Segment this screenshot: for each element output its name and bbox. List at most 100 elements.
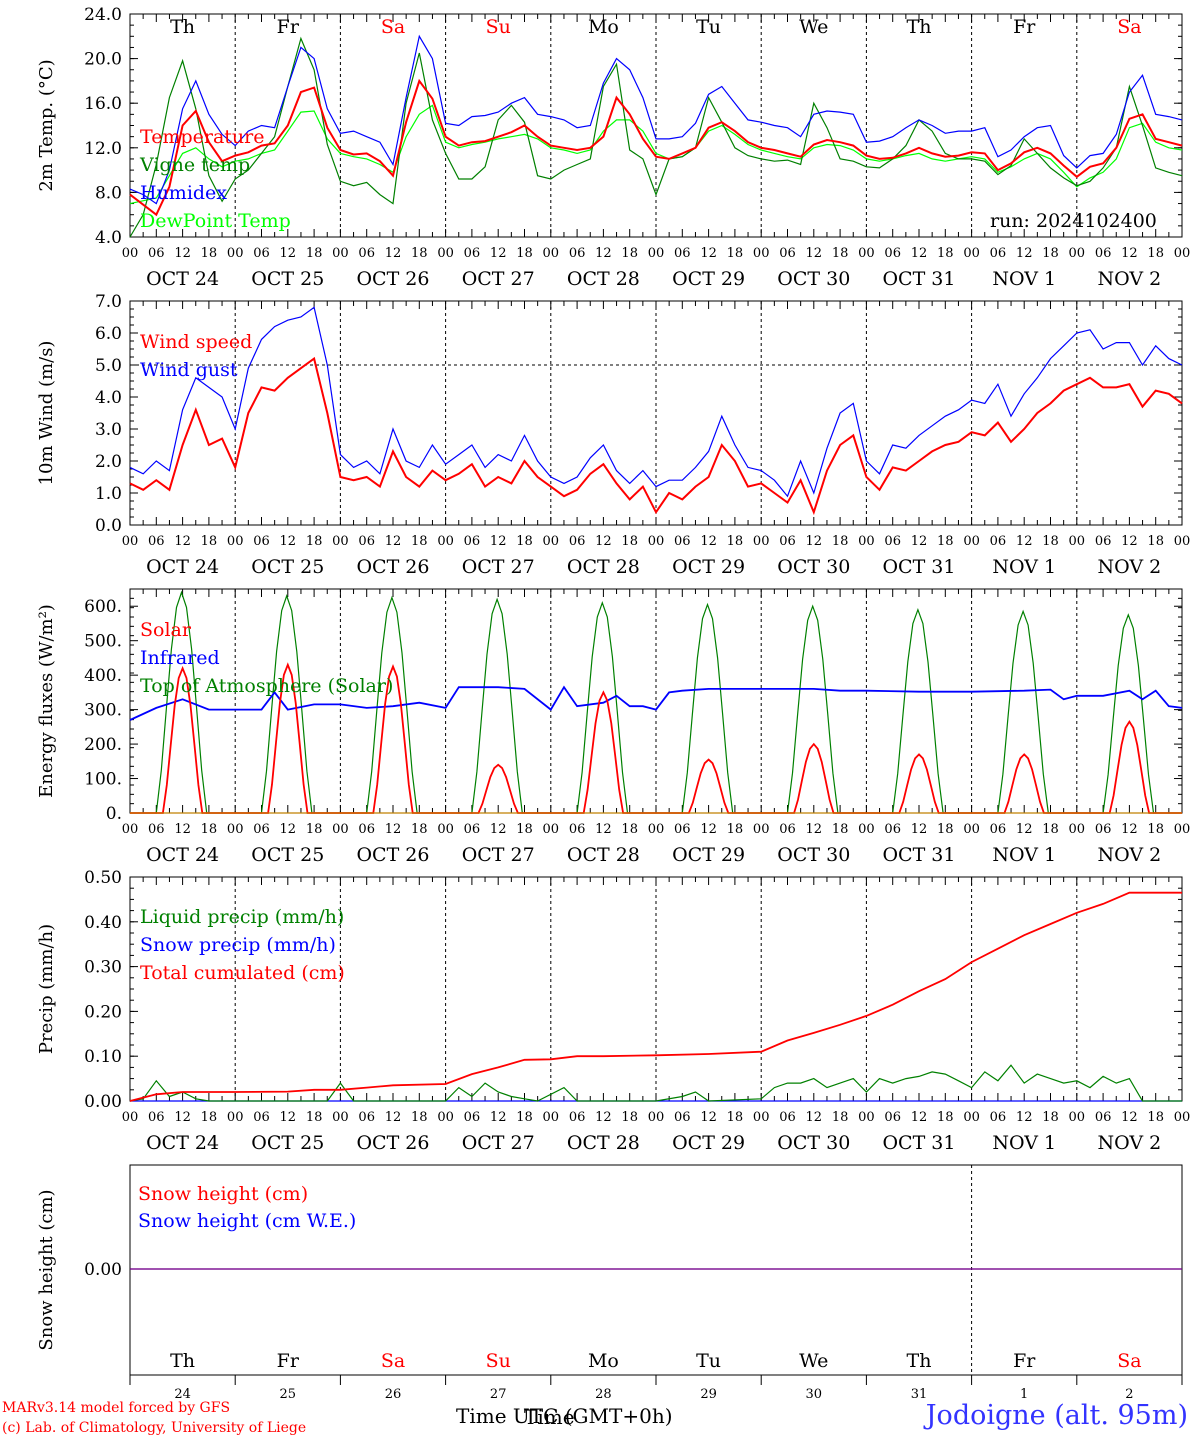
x-tick-label: 18 (411, 246, 428, 261)
weekday-label: Sa (1117, 1350, 1141, 1372)
legend-temperature: Temperature (140, 126, 265, 148)
day-number-label: 28 (595, 1387, 612, 1402)
x-tick-label: 00 (1174, 534, 1191, 549)
x-tick-label: 06 (358, 246, 375, 261)
x-tick-label: 00 (543, 246, 560, 261)
x-tick-label: 00 (963, 822, 980, 837)
legend-wind-gust: Wind gust (140, 359, 238, 381)
y-tick-label: 0.50 (84, 868, 122, 888)
x-tick-label: 12 (1016, 246, 1033, 261)
x-tick-label: 00 (1069, 822, 1086, 837)
panel-5: 0.00 Snow height (cm) Th Fr Sa Su Mo Tu We Th Fr Sa… (36, 1164, 1183, 1402)
x-tick-label: 00 (858, 246, 875, 261)
date-label: OCT 24 (146, 556, 219, 578)
date-label: OCT 30 (777, 844, 850, 866)
weekday-label: Tu (696, 16, 721, 38)
weekday-label: We (799, 1350, 828, 1372)
x-tick-label: 18 (201, 534, 218, 549)
x-tick-label: 06 (779, 822, 796, 837)
y-tick-label: 4.0 (95, 228, 122, 248)
x-tick-label: 06 (358, 822, 375, 837)
y-tick-label: 200. (84, 735, 122, 755)
x-tick-label: 18 (621, 1110, 638, 1125)
x-tick-label: 06 (148, 534, 165, 549)
x-tick-label: 00 (858, 822, 875, 837)
day-number-label: 2 (1125, 1387, 1133, 1402)
x-tick-label: 06 (990, 246, 1007, 261)
x-tick-label: 12 (174, 822, 191, 837)
x-tick-label: 12 (595, 534, 612, 549)
x-tick-label: 00 (1174, 822, 1191, 837)
x-tick-label: 18 (516, 534, 533, 549)
x-tick-label: 06 (779, 534, 796, 549)
series-wind-speed (129, 356, 1183, 516)
x-tick-label: 12 (1121, 534, 1138, 549)
date-label: OCT 25 (251, 844, 324, 866)
x-tick-label: 00 (437, 822, 454, 837)
x-tick-label: 00 (543, 534, 560, 549)
weekday-label: Fr (277, 16, 300, 38)
run-label: run: 2024102400 (990, 210, 1157, 232)
day-number-label: 30 (806, 1387, 823, 1402)
x-tick-label: 00 (1069, 1110, 1086, 1125)
date-label: OCT 26 (356, 844, 429, 866)
time-overprint: Time (524, 1405, 575, 1429)
x-tick-label: 00 (332, 1110, 349, 1125)
energy-ylabel: Energy fluxes (W/m²) (36, 604, 57, 798)
x-tick-label: 00 (332, 822, 349, 837)
x-tick-label: 12 (700, 1110, 717, 1125)
date-label: OCT 28 (567, 556, 640, 578)
date-label: OCT 24 (146, 844, 219, 866)
x-tick-label: 12 (490, 534, 507, 549)
x-tick-label: 12 (385, 822, 402, 837)
panel-1: 4.0 8.0 12.0 16.0 20.0 24.0 2m Temp. (°C) 00 06 1… (36, 5, 1190, 290)
x-tick-label: 00 (437, 1110, 454, 1125)
weekday-label: Mo (588, 1350, 619, 1372)
x-tick-label: 12 (1016, 1110, 1033, 1125)
panel-3: 0. 100. 200. 300. 400. 500. 600. Energy fluxes … (36, 588, 1191, 866)
credit-lab: (c) Lab. of Climatology, University of L… (2, 1420, 307, 1436)
legend-snow-height-we: Snow height (cm W.E.) (138, 1210, 357, 1232)
x-tick-label: 12 (280, 534, 297, 549)
x-tick-label: 18 (727, 822, 744, 837)
x-tick-label: 00 (753, 534, 770, 549)
legend-snow-precip: Snow precip (mm/h) (140, 934, 336, 956)
x-tick-label: 18 (832, 534, 849, 549)
y-tick-label: 1.0 (95, 484, 122, 504)
date-label: OCT 29 (672, 268, 745, 290)
x-tick-label: 18 (832, 246, 849, 261)
x-tick-label: 00 (1174, 1110, 1191, 1125)
x-tick-label: 12 (700, 822, 717, 837)
date-label: OCT 27 (462, 1132, 535, 1154)
x-tick-label: 06 (1095, 534, 1112, 549)
x-tick-label: 00 (963, 534, 980, 549)
x-tick-label: 12 (911, 534, 928, 549)
x-tick-label: 18 (1042, 534, 1059, 549)
x-tick-label: 00 (122, 822, 139, 837)
wind-ylabel: 10m Wind (m/s) (36, 341, 57, 486)
date-label: OCT 25 (251, 1132, 324, 1154)
x-tick-label: 18 (832, 1110, 849, 1125)
x-tick-label: 00 (543, 1110, 560, 1125)
date-label: OCT 27 (462, 556, 535, 578)
series-humidex (129, 34, 1183, 205)
x-tick-label: 18 (306, 246, 323, 261)
x-tick-label: 12 (700, 246, 717, 261)
legend-liquid-precip: Liquid precip (mm/h) (140, 906, 345, 928)
weekday-label: Fr (1013, 16, 1036, 38)
series-vigne-temp (129, 36, 1183, 238)
day-number-label: 24 (174, 1387, 191, 1402)
x-tick-label: 00 (122, 246, 139, 261)
date-label: OCT 26 (356, 1132, 429, 1154)
y-tick-label: 8.0 (95, 183, 122, 203)
x-tick-label: 12 (490, 1110, 507, 1125)
weekday-label: Su (486, 1350, 511, 1372)
x-tick-label: 12 (1121, 1110, 1138, 1125)
y-tick-label: 0.00 (84, 1092, 122, 1112)
station-name: Jodoigne (alt. 95m) (925, 1400, 1188, 1431)
x-tick-label: 12 (595, 1110, 612, 1125)
x-tick-label: 06 (569, 246, 586, 261)
x-tick-label: 06 (569, 534, 586, 549)
x-tick-label: 18 (1147, 822, 1164, 837)
y-tick-label: 300. (84, 701, 122, 721)
